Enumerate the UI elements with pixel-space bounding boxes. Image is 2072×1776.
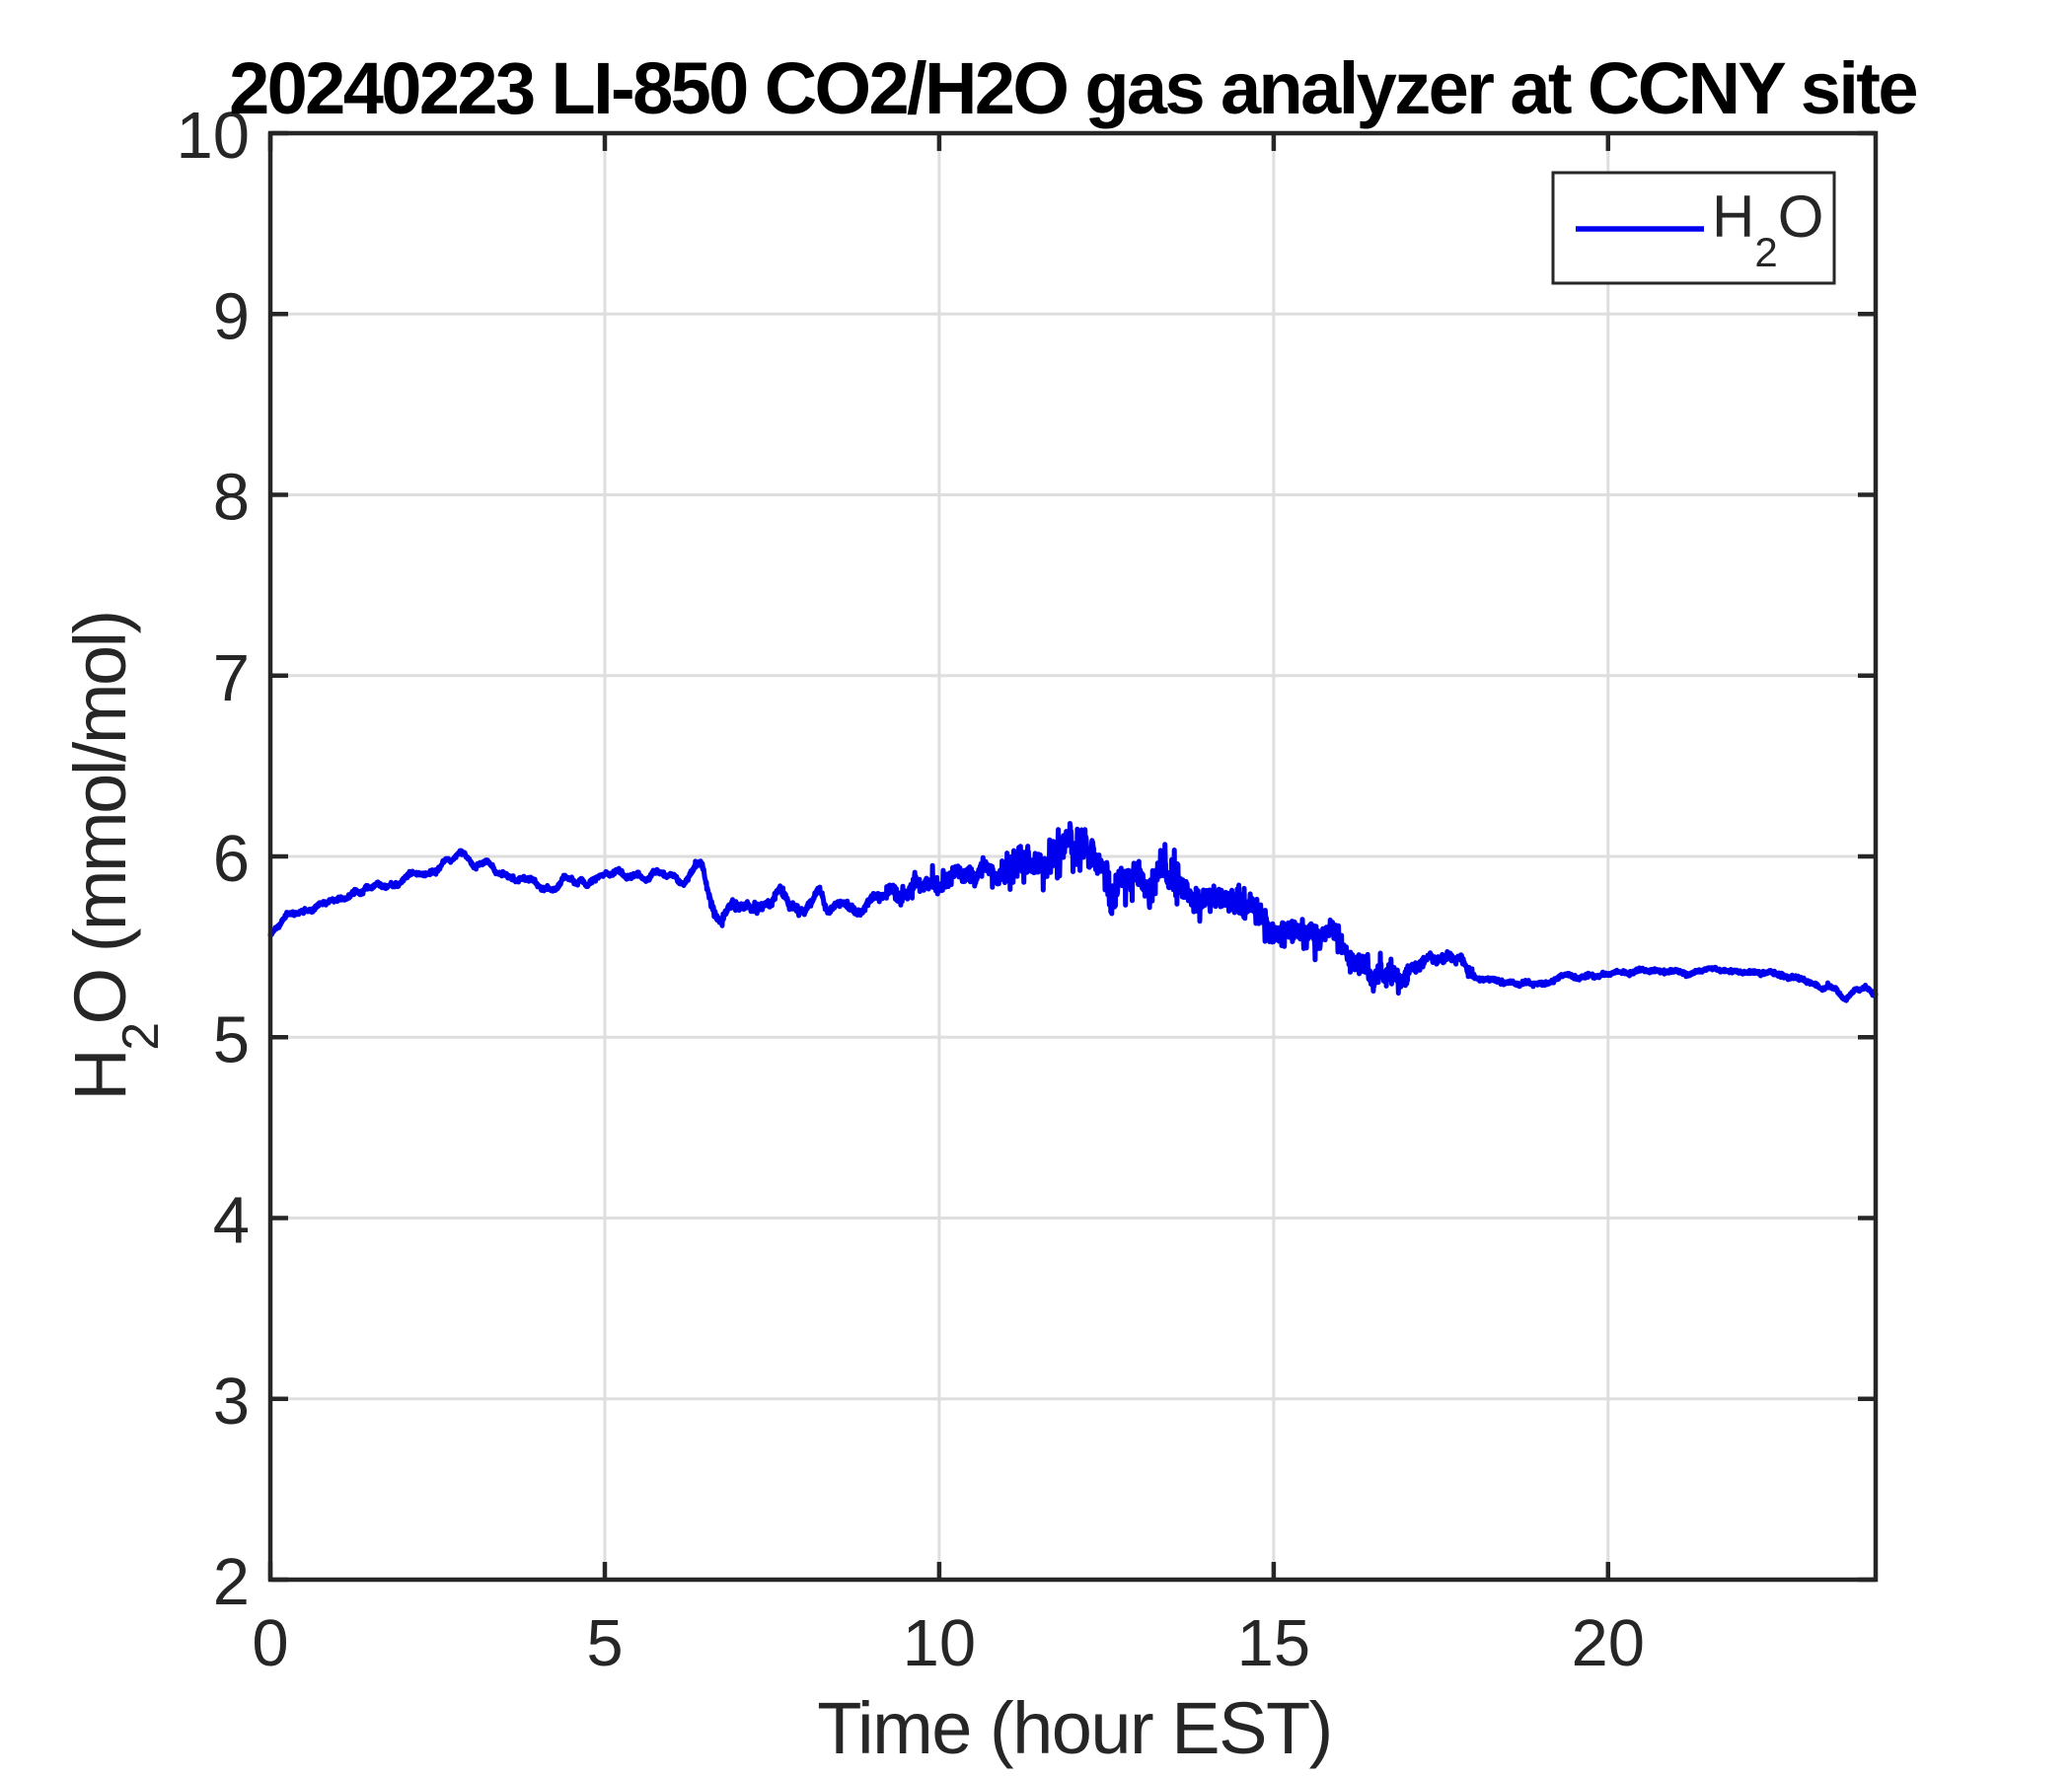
svg-text:9: 9 xyxy=(213,279,250,353)
svg-text:4: 4 xyxy=(213,1184,250,1258)
svg-text:6: 6 xyxy=(213,822,250,896)
svg-text:5: 5 xyxy=(213,1002,250,1076)
svg-text:5: 5 xyxy=(586,1606,623,1680)
svg-text:20: 20 xyxy=(1572,1606,1646,1680)
svg-text:10: 10 xyxy=(176,99,250,173)
svg-text:8: 8 xyxy=(213,461,250,535)
svg-text:Time (hour EST): Time (hour EST) xyxy=(817,1687,1332,1769)
svg-text:10: 10 xyxy=(903,1606,977,1680)
svg-text:2: 2 xyxy=(213,1545,250,1619)
svg-text:3: 3 xyxy=(213,1365,250,1439)
svg-text:7: 7 xyxy=(213,641,250,715)
svg-text:20240223 LI-850 CO2/H2O gas an: 20240223 LI-850 CO2/H2O gas analyzer at … xyxy=(229,47,1916,129)
svg-text:15: 15 xyxy=(1237,1606,1311,1680)
svg-text:0: 0 xyxy=(252,1606,288,1680)
